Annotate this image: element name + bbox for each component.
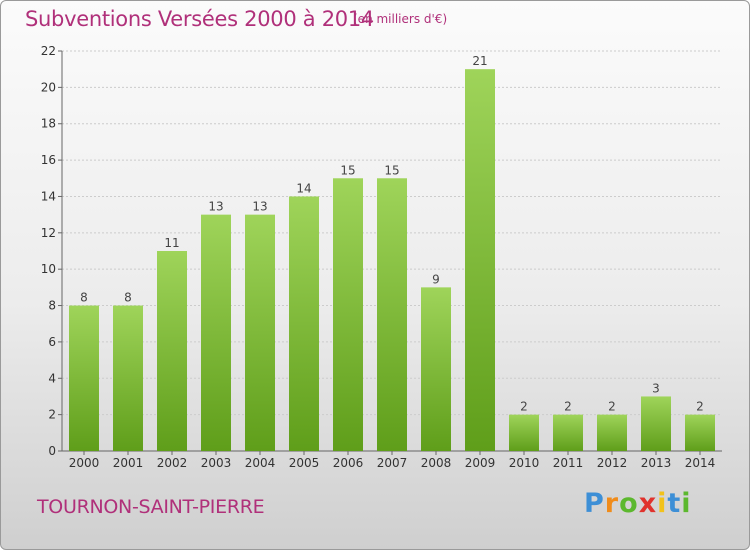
x-tick-label: 2000 [69, 456, 100, 470]
bar [553, 414, 583, 451]
bar [421, 287, 451, 451]
logo-letter: t [667, 488, 682, 519]
bar [113, 305, 143, 451]
x-tick-label: 2012 [597, 456, 628, 470]
y-tick-label: 18 [41, 117, 56, 131]
x-tick-label: 2008 [421, 456, 452, 470]
logo-letter: r [604, 488, 620, 519]
x-tick-label: 2007 [377, 456, 408, 470]
bar [377, 178, 407, 452]
chart-title: Subventions Versées 2000 à 2014 [25, 7, 374, 31]
commune-name: TOURNON-SAINT-PIERRE [37, 496, 265, 518]
y-tick-label: 20 [41, 80, 56, 94]
x-tick-label: 2005 [289, 456, 320, 470]
logo-letter: P [584, 488, 605, 519]
logo-letter: i [681, 488, 692, 519]
y-tick-label: 10 [41, 262, 56, 276]
bar-value-label: 13 [252, 200, 267, 214]
bar-value-label: 3 [652, 381, 660, 395]
y-tick-label: 4 [48, 371, 56, 385]
bar-value-label: 8 [80, 291, 88, 305]
bar [201, 214, 231, 451]
bar [69, 305, 99, 451]
logo-letter: o [619, 488, 639, 519]
y-tick-label: 14 [41, 189, 56, 203]
y-tick-label: 12 [41, 226, 56, 240]
x-tick-label: 2013 [641, 456, 672, 470]
bar [597, 414, 627, 451]
bar [333, 178, 363, 452]
x-tick-label: 2006 [333, 456, 364, 470]
x-tick-label: 2009 [465, 456, 496, 470]
y-tick-label: 2 [48, 408, 56, 422]
x-tick-label: 2014 [685, 456, 716, 470]
x-tick-label: 2011 [553, 456, 584, 470]
bar-value-label: 2 [696, 400, 704, 414]
bar [245, 214, 275, 451]
bar [641, 396, 671, 451]
bar-value-label: 21 [472, 54, 487, 68]
y-tick-label: 0 [48, 444, 56, 458]
proxiti-logo: Proxiti [584, 488, 692, 519]
bar-value-label: 8 [124, 291, 132, 305]
bar-value-label: 9 [432, 272, 440, 286]
bar-value-label: 13 [208, 200, 223, 214]
bar [465, 69, 495, 451]
bar-value-label: 2 [608, 400, 616, 414]
bar-value-label: 11 [164, 236, 179, 250]
x-tick-label: 2001 [113, 456, 144, 470]
y-tick-label: 22 [41, 44, 56, 58]
bar-value-label: 15 [340, 163, 355, 177]
y-tick-label: 16 [41, 153, 56, 167]
bar [685, 414, 715, 451]
x-tick-label: 2004 [245, 456, 276, 470]
logo-letter: i [657, 488, 668, 519]
x-tick-label: 2003 [201, 456, 232, 470]
chart-subtitle: (en milliers d'€) [353, 12, 448, 26]
bar-value-label: 15 [384, 163, 399, 177]
y-tick-label: 8 [48, 299, 56, 313]
x-tick-label: 2010 [509, 456, 540, 470]
y-tick-label: 6 [48, 335, 56, 349]
bar [157, 251, 187, 451]
logo-letter: x [638, 488, 658, 519]
bar-value-label: 14 [296, 181, 311, 195]
bar [509, 414, 539, 451]
x-tick-label: 2002 [157, 456, 188, 470]
bar [289, 196, 319, 451]
bar-value-label: 2 [564, 400, 572, 414]
bar-value-label: 2 [520, 400, 528, 414]
